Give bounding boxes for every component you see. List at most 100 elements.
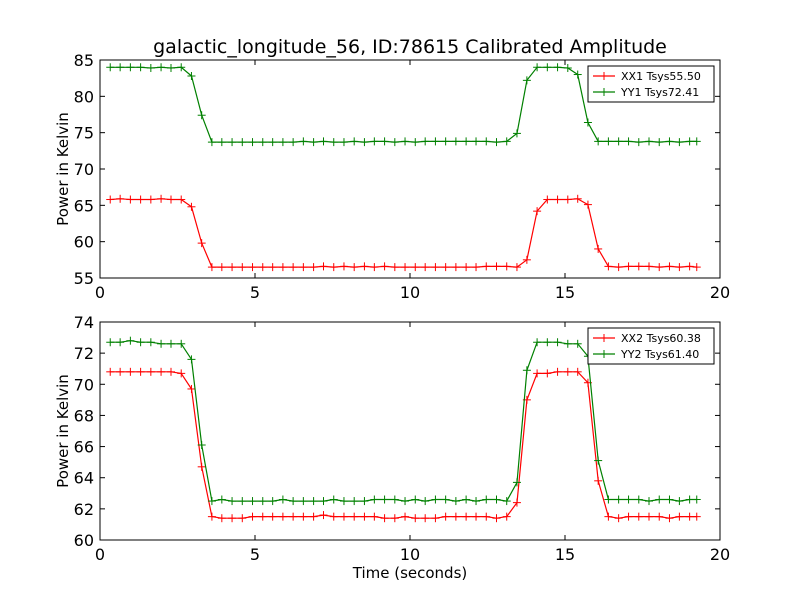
x-tick-label: 5	[250, 545, 260, 564]
data-point-marker	[258, 263, 267, 272]
data-point-marker	[238, 497, 247, 506]
data-point-marker	[472, 137, 481, 146]
data-point-marker	[421, 263, 430, 272]
data-point-marker	[692, 512, 701, 521]
data-point-marker	[441, 263, 450, 272]
data-point-marker	[329, 263, 338, 272]
data-point-marker	[675, 263, 684, 272]
data-point-marker	[645, 512, 654, 521]
data-point-marker	[563, 195, 572, 204]
data-point-marker	[685, 137, 694, 146]
data-point-marker	[553, 63, 562, 72]
data-point-marker	[675, 497, 684, 506]
data-point-marker	[401, 497, 410, 506]
y-tick-label: 66	[74, 438, 94, 457]
data-point-marker	[533, 338, 542, 347]
data-point-marker	[472, 512, 481, 521]
x-tick-label: 10	[400, 283, 420, 302]
data-point-marker	[360, 262, 369, 271]
data-point-marker	[462, 512, 471, 521]
data-point-marker	[360, 512, 369, 521]
data-point-marker	[289, 497, 298, 506]
data-point-marker	[278, 512, 287, 521]
data-point-marker	[685, 262, 694, 271]
data-point-marker	[380, 514, 389, 523]
data-point-marker	[502, 512, 511, 521]
data-point-marker	[655, 263, 664, 272]
data-point-marker	[146, 367, 155, 376]
data-point-marker	[319, 497, 328, 506]
bottom-subplot: 0 5 10 15 20 60 62 64 66 68 70 72 74 Power in Kelvin T…	[54, 313, 730, 582]
legend-label: YY2 Tsys61.40	[620, 348, 699, 361]
data-point-marker	[441, 137, 450, 146]
data-point-marker	[268, 263, 277, 272]
data-point-marker	[106, 367, 115, 376]
data-point-marker	[299, 497, 308, 506]
data-point-marker	[228, 263, 237, 272]
data-point-marker	[604, 512, 613, 521]
data-point-marker	[553, 338, 562, 347]
data-point-marker	[401, 137, 410, 146]
data-point-marker	[228, 138, 237, 147]
data-point-marker	[451, 137, 460, 146]
data-point-marker	[380, 495, 389, 504]
data-point-marker	[634, 138, 643, 147]
data-point-marker	[136, 195, 145, 204]
data-point-marker	[512, 129, 521, 138]
data-point-marker	[370, 263, 379, 272]
data-point-marker	[451, 263, 460, 272]
data-point-marker	[299, 512, 308, 521]
data-point-marker	[126, 336, 135, 345]
data-point-marker	[289, 138, 298, 147]
data-point-marker	[197, 239, 206, 248]
data-point-marker	[197, 441, 206, 450]
data-point-marker	[411, 138, 420, 147]
y-tick-label: 70	[74, 375, 94, 394]
data-point-marker	[329, 495, 338, 504]
y-tick-label: 60	[74, 233, 94, 252]
data-point-marker	[126, 367, 135, 376]
data-point-marker	[685, 512, 694, 521]
data-point-marker	[462, 263, 471, 272]
data-point-marker	[411, 495, 420, 504]
data-point-marker	[146, 63, 155, 72]
x-tick-label: 15	[555, 283, 575, 302]
data-point-marker	[126, 63, 135, 72]
data-point-marker	[157, 339, 166, 348]
data-point-marker	[177, 63, 186, 72]
data-point-marker	[692, 495, 701, 504]
data-point-marker	[380, 137, 389, 146]
data-point-marker	[401, 263, 410, 272]
y-tick-label: 60	[74, 531, 94, 550]
y-tick-label: 65	[74, 196, 94, 215]
legend-box	[587, 65, 715, 103]
data-point-marker	[624, 137, 633, 146]
data-point-marker	[665, 262, 674, 271]
data-point-marker	[166, 63, 175, 72]
data-point-marker	[482, 262, 491, 271]
data-point-marker	[350, 512, 359, 521]
data-point-marker	[573, 70, 582, 79]
data-point-marker	[278, 263, 287, 272]
data-point-marker	[238, 138, 247, 147]
y-tick-label: 62	[74, 500, 94, 519]
data-point-marker	[573, 194, 582, 203]
data-point-marker	[187, 355, 196, 364]
data-point-marker	[553, 367, 562, 376]
data-point-marker	[258, 497, 267, 506]
data-point-marker	[563, 63, 572, 72]
data-point-marker	[289, 512, 298, 521]
data-point-marker	[339, 262, 348, 271]
data-point-marker	[177, 369, 186, 378]
data-point-marker	[472, 263, 481, 272]
data-point-marker	[309, 512, 318, 521]
data-point-marker	[624, 262, 633, 271]
data-point-marker	[692, 137, 701, 146]
data-point-marker	[339, 512, 348, 521]
data-point-marker	[421, 137, 430, 146]
data-point-marker	[248, 263, 257, 272]
data-point-marker	[309, 138, 318, 147]
data-point-marker	[350, 263, 359, 272]
data-point-marker	[157, 367, 166, 376]
x-tick-label: 10	[400, 545, 420, 564]
